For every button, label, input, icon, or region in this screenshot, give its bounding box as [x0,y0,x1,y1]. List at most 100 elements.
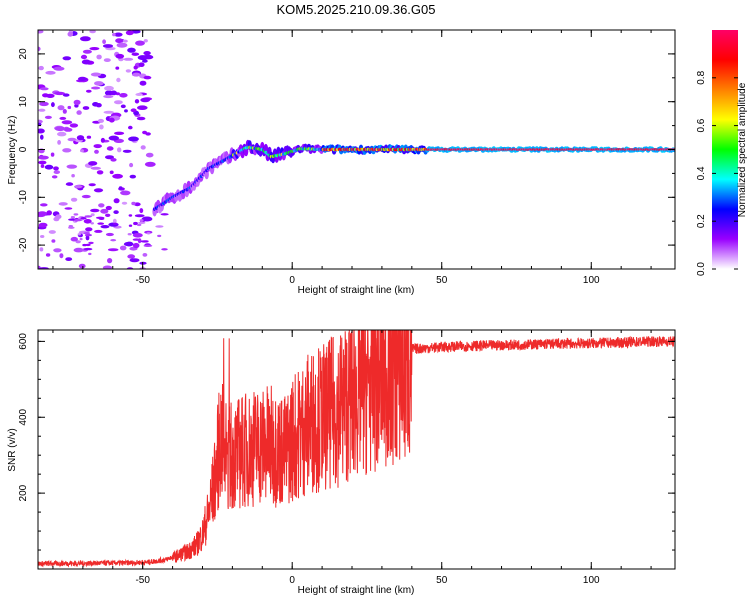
colorbar-tick-label: 0.6 [696,118,707,132]
noise-cell [90,208,100,213]
snr-frame [37,329,676,570]
noise-cell [38,65,44,71]
noise-cell [120,190,131,196]
noise-cell [82,49,92,54]
noise-cell [133,221,138,226]
noise-cell [105,155,114,160]
noise-cell [57,131,67,137]
noise-cell [93,188,104,193]
noise-cell [96,170,104,175]
noise-cell [76,110,82,115]
noise-cell [90,166,102,170]
noise-cell [69,123,79,128]
noise-cell [53,166,59,171]
spectrogram-panel: -50 0 50 100 -20 -10 0 10 20 Height of straight … [7,29,676,296]
noise-cell [134,214,145,218]
noise-cell [116,77,121,83]
noise-cell [143,75,152,80]
x-tick-label: 100 [583,575,600,586]
noise-cell [139,208,144,214]
noise-cell [142,54,154,60]
noise-cell [95,216,105,219]
noise-cell [74,185,83,189]
noise-cell [70,216,75,219]
spectrogram-xlabel: Height of straight line (km) [298,285,415,296]
noise-cell [125,69,132,73]
noise-cell [46,210,52,216]
noise-cell [40,134,44,140]
noise-cell [137,105,148,110]
y-tick-label: 400 [18,408,29,425]
noise-cell [134,99,140,104]
noise-cell [133,65,138,70]
noise-cell [141,216,153,222]
noise-cell [38,128,45,134]
noise-cell [80,217,87,220]
noise-cell [124,109,128,113]
noise-cell [129,162,134,168]
x-tick-label: -50 [135,275,150,286]
noise-cell [38,46,41,52]
noise-cell [100,225,110,229]
noise-cell [114,32,123,37]
noise-cell [145,152,154,158]
noise-cell [105,213,111,217]
noise-cell [140,240,149,243]
noise-cell [90,72,102,77]
noise-cell [70,236,79,242]
chart-title: KOM5.2025.210.09.36.G05 [276,2,435,17]
noise-cell [86,135,92,139]
noise-cell [142,130,148,135]
noise-cell [38,108,46,112]
noise-cell [55,214,62,219]
noise-cell [53,66,65,71]
y-tick-label: 10 [18,96,29,108]
noise-cell [114,131,125,135]
noise-cell [66,164,78,169]
noise-cell [107,258,113,264]
noise-cell [94,149,99,154]
colorbar-tick-label: 0.2 [696,214,707,228]
noise-cell [142,253,148,257]
noise-cell [70,197,78,202]
noise-cell [86,89,92,93]
noise-cell [127,47,136,53]
noise-cell [63,127,73,132]
noise-cell [48,230,56,234]
noise-cell [39,101,49,107]
noise-cell [59,253,64,259]
colorbar-tick-label: 0.8 [696,70,707,84]
noise-cell [94,229,103,233]
noise-cell [59,116,67,120]
noise-cell [85,227,93,232]
noise-cell [39,87,49,91]
noise-cell [140,97,151,103]
noise-cell [122,149,132,153]
noise-cell [99,124,104,130]
noise-cell [107,248,119,252]
noise-cell [68,226,75,229]
noise-cell [125,241,134,247]
snr-ylabel: SNR (v/v) [7,428,18,471]
noise-cell [81,59,91,65]
noise-cell [51,175,58,179]
noise-cell [83,232,91,235]
noise-cell [44,115,52,119]
noise-cell [102,44,114,48]
noise-cell [44,164,54,170]
noise-cell [53,170,60,175]
noise-cell [127,254,136,259]
noise-cell [64,207,73,210]
noise-cell [155,225,164,228]
noise-cell [94,81,104,86]
x-tick-label: 100 [583,275,600,286]
noise-cell [119,93,128,98]
noise-cell [54,91,66,96]
noise-cell [116,42,128,48]
noise-cell [38,160,47,165]
x-tick-label: 0 [289,575,295,586]
x-tick-label: 50 [436,275,448,286]
noise-cell [38,155,49,160]
noise-cell [83,219,92,224]
